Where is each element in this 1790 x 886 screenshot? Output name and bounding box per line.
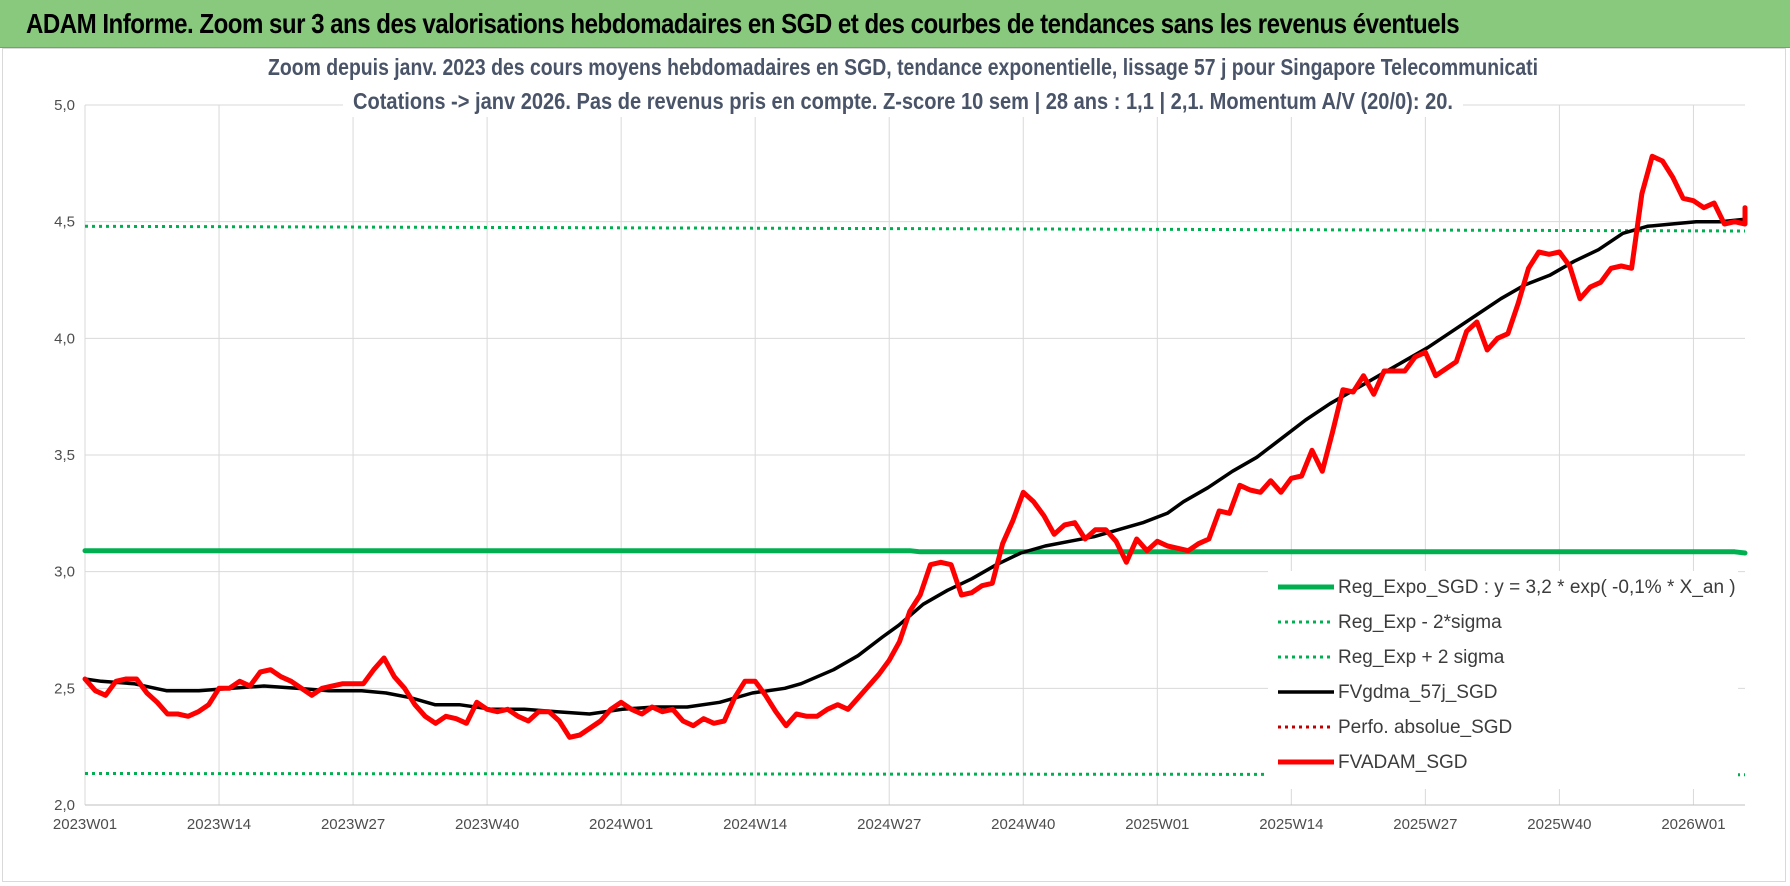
title-backdrop [343,87,1463,117]
legend-entry: Perfo. absolue_SGD [1338,717,1512,738]
legend-entry: FVgdma_57j_SGD [1338,682,1497,703]
x-tick-label: 2025W27 [1393,816,1457,833]
grid [84,104,1745,806]
title-backdrop [258,53,1548,83]
x-tick-label: 2026W01 [1661,816,1725,833]
series-line-5 [82,153,1748,740]
page-banner: ADAM Informe. Zoom sur 3 ans des valoris… [0,0,1790,48]
legend: Reg_Expo_SGD : y = 3,2 * exp( -0,1% * X_… [1268,571,1738,789]
y-tick-label: 2,5 [54,680,75,697]
line-chart: 2,0 2,5 3,0 3,5 4,0 4,5 5,0 2023W01 2023W14 2023W… [53,53,1748,833]
banner-title: ADAM Informe. Zoom sur 3 ans des valoris… [26,8,1460,39]
x-tick-label: 2025W14 [1259,816,1323,833]
series-group [82,153,1748,777]
series-line-0 [82,548,1748,556]
x-tick-label: 2023W14 [187,816,251,833]
chart-title-line-1: Zoom depuis janv. 2023 des cours moyens … [268,54,1538,80]
y-tick-label: 4,5 [54,214,75,231]
x-tick-label: 2024W40 [991,816,1055,833]
chart-title: Zoom depuis janv. 2023 des cours moyens … [258,53,1548,117]
x-tick-label: 2023W01 [53,816,117,833]
x-tick-label: 2023W27 [321,816,385,833]
y-tick-label: 2,0 [54,797,75,814]
y-tick-label: 3,5 [54,447,75,464]
y-tick-label: 5,0 [54,97,75,114]
axes: 2,0 2,5 3,0 3,5 4,0 4,5 5,0 2023W01 2023W14 2023W… [53,97,1745,833]
legend-entry: Reg_Expo_SGD : y = 3,2 * exp( -0,1% * X_… [1338,577,1736,598]
x-tick-label: 2024W01 [589,816,653,833]
x-tick-label: 2025W40 [1527,816,1591,833]
y-tick-label: 4,0 [54,330,75,347]
legend-backdrop [1268,571,1738,789]
legend-entry: Reg_Exp + 2 sigma [1338,647,1505,668]
y-tick-label: 3,0 [54,564,75,581]
chart-frame: 2,0 2,5 3,0 3,5 4,0 4,5 5,0 2023W01 2023W14 2023W… [2,48,1786,882]
series-line-2 [84,224,1746,233]
legend-entry: FVADAM_SGD [1338,752,1468,773]
x-tick-label: 2023W40 [455,816,519,833]
x-tick-label: 2025W01 [1125,816,1189,833]
x-tick-label: 2024W14 [723,816,787,833]
series-line-3 [83,217,1747,716]
legend-entry: Reg_Exp - 2*sigma [1338,612,1502,633]
x-tick-label: 2024W27 [857,816,921,833]
chart-title-line-2: Cotations -> janv 2026. Pas de revenus p… [353,88,1453,114]
